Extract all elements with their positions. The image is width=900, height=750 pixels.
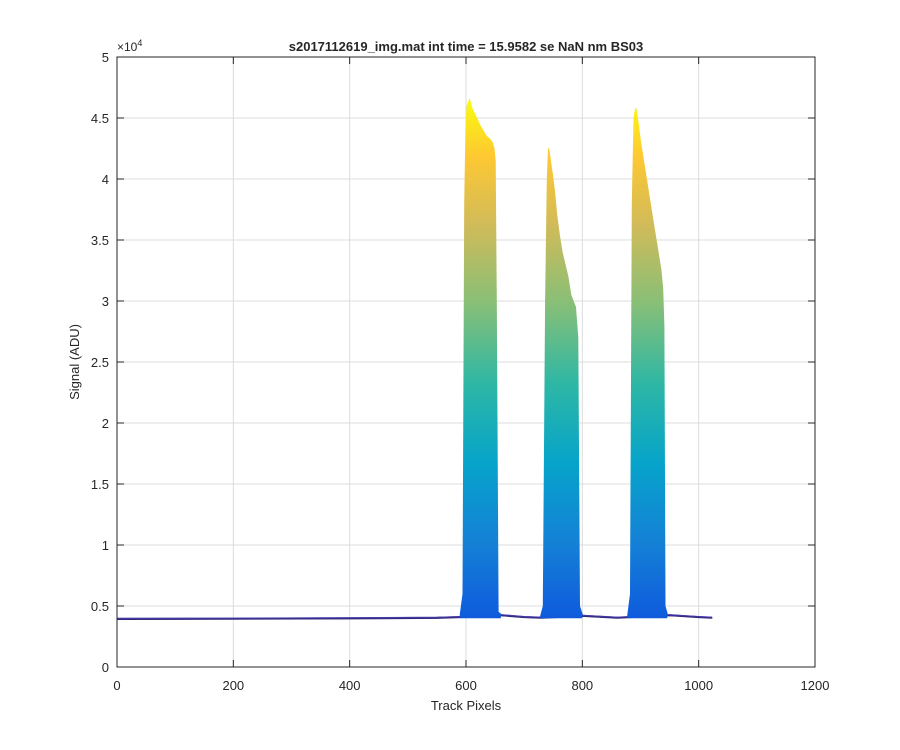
- chart-title: s2017112619_img.mat int time = 15.9582 s…: [289, 39, 643, 54]
- peak-outline: [459, 97, 502, 616]
- y-tick-label: 4: [102, 172, 109, 187]
- peak-outline: [627, 108, 668, 617]
- axis-ticks: [116, 56, 816, 668]
- x-tick-label: 1000: [684, 678, 713, 693]
- x-tick-labels: 0 200 400 600 800 1000 1200: [113, 678, 829, 693]
- y-tick-label: 1.5: [91, 477, 109, 492]
- y-tick-label: 2.5: [91, 355, 109, 370]
- x-tick-label: 1200: [801, 678, 830, 693]
- x-tick-label: 200: [222, 678, 244, 693]
- peak-area: [460, 99, 501, 619]
- baseline-line: [116, 614, 713, 619]
- x-axis-label: Track Pixels: [431, 698, 502, 713]
- y-tick-label: 3: [102, 294, 109, 309]
- y-tick-label: 0: [102, 660, 109, 675]
- y-tick-label: 0.5: [91, 599, 109, 614]
- y-axis-exponent-power: 4: [137, 38, 142, 48]
- peak-outline: [539, 148, 583, 618]
- x-tick-label: 400: [339, 678, 361, 693]
- y-tick-labels: 0 0.5 1 1.5 2 2.5 3 3.5 4 4.5 5: [91, 50, 109, 675]
- peak-area: [627, 108, 668, 619]
- y-axis-exponent-base: ×10: [117, 40, 138, 54]
- y-tick-label: 5: [102, 50, 109, 65]
- y-tick-label: 1: [102, 538, 109, 553]
- y-tick-label: 4.5: [91, 111, 109, 126]
- data-series: [116, 97, 713, 621]
- x-tick-label: 800: [571, 678, 593, 693]
- y-axis-exponent: ×104: [117, 38, 142, 54]
- y-axis-label: Signal (ADU): [67, 324, 82, 400]
- y-tick-label: 2: [102, 416, 109, 431]
- peak-area: [540, 148, 583, 619]
- x-tick-label: 600: [455, 678, 477, 693]
- x-tick-label: 0: [113, 678, 120, 693]
- y-tick-label: 3.5: [91, 233, 109, 248]
